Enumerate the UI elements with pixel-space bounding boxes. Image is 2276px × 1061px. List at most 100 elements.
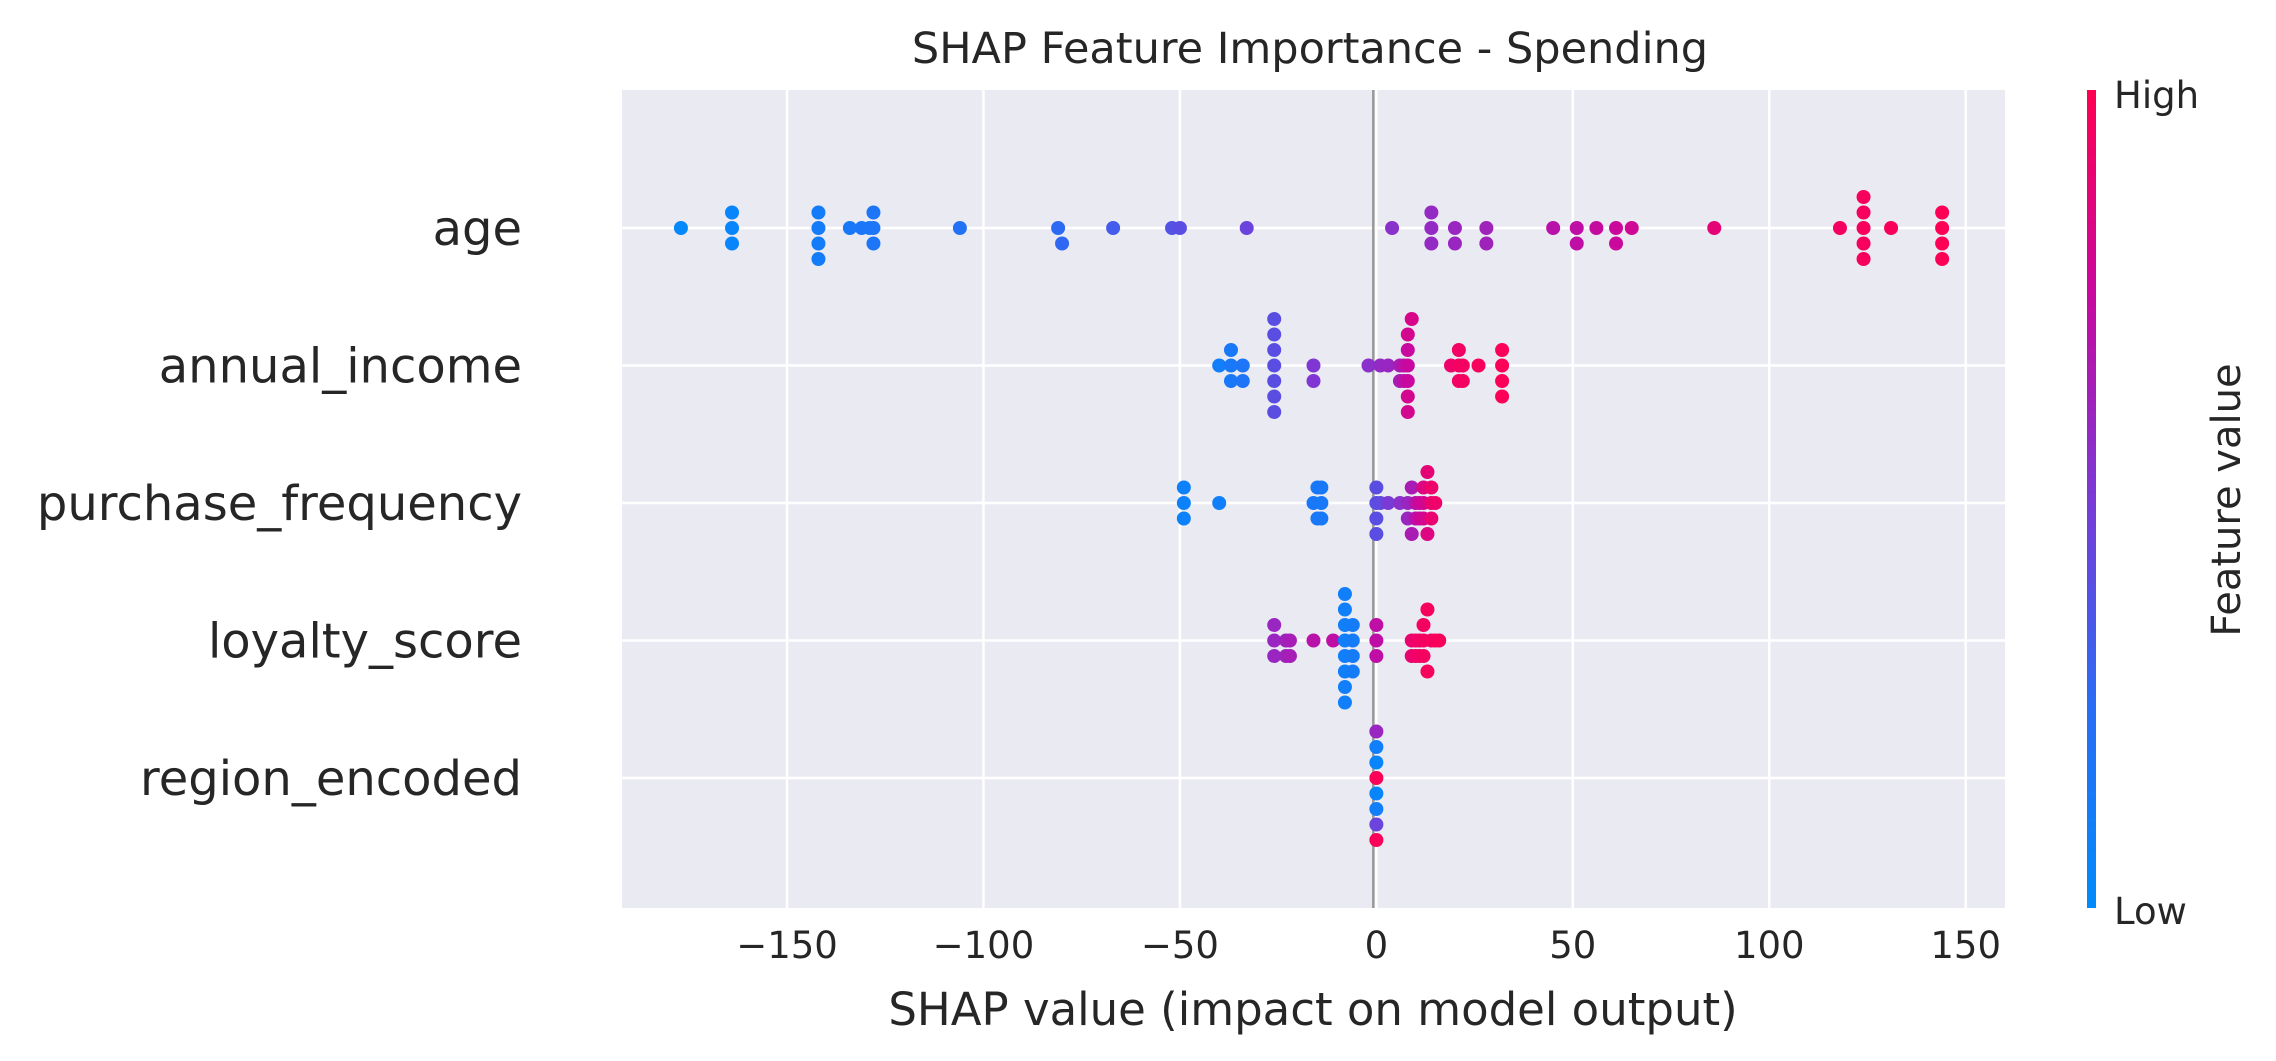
shap-point bbox=[1424, 480, 1439, 495]
shap-point bbox=[1884, 221, 1899, 235]
shap-point bbox=[1055, 236, 1070, 251]
shap-point bbox=[1420, 465, 1435, 479]
shap-point bbox=[1223, 358, 1238, 373]
colorbar-low-label: Low bbox=[2114, 890, 2187, 933]
shap-point bbox=[1381, 496, 1396, 510]
shap-point bbox=[1337, 587, 1352, 601]
shap-point bbox=[1361, 358, 1376, 373]
shap-point bbox=[1707, 221, 1722, 235]
shap-point bbox=[1935, 205, 1950, 220]
shap-point bbox=[1369, 618, 1384, 632]
shap-point bbox=[725, 205, 740, 220]
x-axis-label: SHAP value (impact on model output) bbox=[888, 983, 1737, 1036]
shap-point bbox=[1385, 221, 1400, 235]
shap-point bbox=[1235, 358, 1250, 373]
shap-point bbox=[1369, 802, 1384, 816]
shap-point bbox=[1223, 374, 1238, 388]
shap-point bbox=[1267, 374, 1282, 388]
shap-point bbox=[1420, 527, 1435, 541]
shap-point bbox=[1479, 236, 1494, 251]
shap-point bbox=[1400, 358, 1415, 373]
shap-point bbox=[811, 205, 826, 220]
shap-point bbox=[1471, 358, 1486, 373]
shap-point bbox=[1546, 221, 1561, 235]
shap-point bbox=[1400, 343, 1415, 357]
x-tick-label: 150 bbox=[1930, 924, 2001, 967]
shap-point bbox=[1589, 221, 1604, 235]
shap-point bbox=[1381, 358, 1396, 373]
shap-point bbox=[1239, 221, 1254, 235]
shap-point bbox=[1856, 252, 1871, 266]
x-tick-labels: −150 −100 −50 0 50 100 150 bbox=[736, 924, 2001, 967]
shap-point bbox=[1267, 312, 1282, 326]
colorbar-high-label: High bbox=[2114, 74, 2199, 117]
feature-label: annual_income bbox=[159, 339, 522, 395]
feature-label: age bbox=[433, 201, 522, 257]
shap-point bbox=[811, 221, 826, 235]
shap-point bbox=[1935, 221, 1950, 235]
x-tick-label: −150 bbox=[736, 924, 838, 967]
shap-point bbox=[1624, 221, 1639, 235]
shap-point bbox=[1369, 740, 1384, 754]
shap-point bbox=[1267, 358, 1282, 373]
shap-point bbox=[1404, 480, 1419, 495]
feature-labels: age annual_income purchase_frequencyloyalt… bbox=[37, 201, 522, 807]
shap-point bbox=[1369, 755, 1384, 770]
shap-point bbox=[1345, 649, 1360, 663]
shap-point bbox=[1282, 649, 1297, 663]
shap-point bbox=[1569, 221, 1584, 235]
shap-point bbox=[1314, 511, 1329, 526]
shap-point bbox=[1856, 205, 1871, 220]
colorbar-label: Feature value bbox=[2204, 363, 2250, 636]
shap-point bbox=[1337, 680, 1352, 694]
shap-point bbox=[1369, 771, 1384, 785]
shap-point bbox=[1267, 389, 1282, 404]
shap-point bbox=[1267, 618, 1282, 632]
shap-point bbox=[1326, 633, 1341, 648]
shap-point bbox=[1369, 527, 1384, 541]
shap-point bbox=[811, 236, 826, 251]
shap-point bbox=[866, 205, 881, 220]
shap-point bbox=[1609, 221, 1624, 235]
shap-point bbox=[1267, 343, 1282, 357]
x-tick-label: 50 bbox=[1549, 924, 1596, 967]
shap-point bbox=[1314, 480, 1329, 495]
shap-point bbox=[1420, 664, 1435, 679]
shap-point bbox=[1424, 511, 1439, 526]
shap-point bbox=[1420, 602, 1435, 617]
shap-point bbox=[1051, 221, 1066, 235]
shap-point bbox=[1495, 389, 1510, 404]
feature-label: region_encoded bbox=[140, 751, 522, 807]
shap-point bbox=[1212, 496, 1227, 510]
chart-title: SHAP Feature Importance - Spending bbox=[912, 24, 1708, 74]
shap-point bbox=[1345, 664, 1360, 679]
shap-point bbox=[725, 236, 740, 251]
x-tick-label: 0 bbox=[1365, 924, 1389, 967]
shap-point bbox=[1424, 236, 1439, 251]
shap-point bbox=[1337, 602, 1352, 617]
shap-point bbox=[811, 252, 826, 266]
shap-point bbox=[1832, 221, 1847, 235]
shap-point bbox=[1267, 649, 1282, 663]
shap-point bbox=[1369, 786, 1384, 801]
x-tick-label: −50 bbox=[1141, 924, 1219, 967]
shap-point bbox=[1176, 511, 1191, 526]
shap-point bbox=[1455, 358, 1470, 373]
shap-point bbox=[1455, 374, 1470, 388]
shap-points bbox=[673, 190, 1950, 847]
shap-point bbox=[1337, 695, 1352, 710]
feature-label: purchase_frequency bbox=[37, 476, 522, 532]
shap-point bbox=[1212, 358, 1227, 373]
shap-point bbox=[1369, 833, 1384, 847]
shap-point bbox=[1267, 405, 1282, 419]
shap-point bbox=[842, 221, 857, 235]
shap-point bbox=[1369, 817, 1384, 832]
shap-point bbox=[1609, 236, 1624, 251]
shap-point bbox=[1400, 327, 1415, 342]
shap-point bbox=[1404, 312, 1419, 326]
shap-point bbox=[1282, 633, 1297, 648]
shap-point bbox=[1495, 374, 1510, 388]
shap-point bbox=[1447, 236, 1462, 251]
shap-point bbox=[1369, 633, 1384, 648]
